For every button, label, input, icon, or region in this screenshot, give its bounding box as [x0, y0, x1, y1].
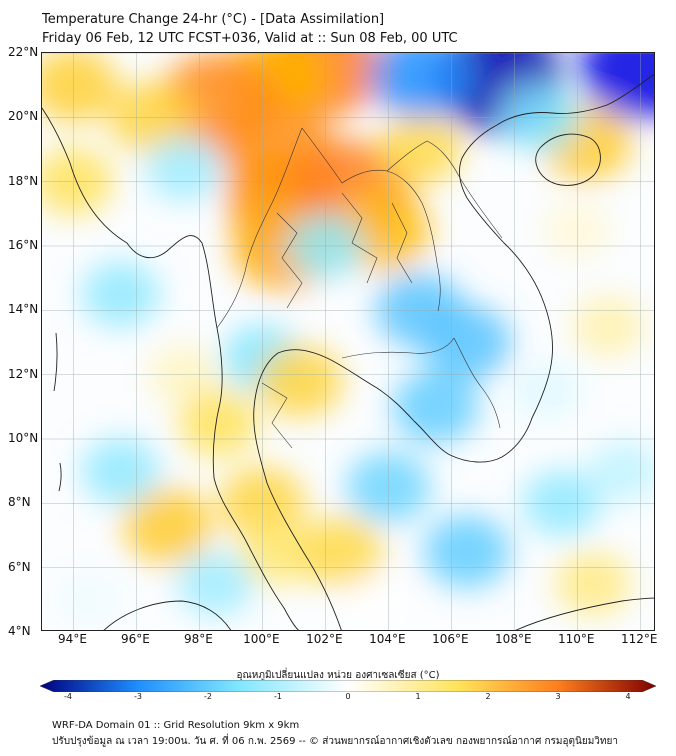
- field-blob: [178, 388, 259, 457]
- field-blob: [369, 53, 470, 119]
- lat-tick-label: 16°N: [8, 238, 39, 252]
- admin-borders: [216, 127, 503, 449]
- colorbar-tick-label: -3: [134, 692, 142, 701]
- chart-title-line1: Temperature Change 24-hr (°C) - [Data As…: [42, 12, 385, 27]
- field-blob: [239, 518, 318, 585]
- gridlines: [42, 53, 654, 630]
- lat-tick-label: 10°N: [8, 431, 39, 445]
- colorbar-gradient: [40, 680, 656, 692]
- temperature-field: [42, 53, 654, 630]
- field-blob: [340, 579, 405, 630]
- colorbar-tick-label: -4: [64, 692, 72, 701]
- coastline-indochina: [413, 124, 553, 463]
- field-blob: [81, 438, 160, 505]
- hainan-island: [535, 133, 601, 186]
- coastline-china: [496, 73, 654, 126]
- lon-tick-label: 112°E: [621, 632, 658, 646]
- map-svg: [42, 53, 654, 630]
- lon-tick-label: 102°E: [306, 632, 343, 646]
- field-blob: [423, 305, 512, 380]
- field-blob: [257, 344, 344, 418]
- lon-tick-label: 108°E: [495, 632, 532, 646]
- coastline-gulf: [253, 349, 415, 630]
- lon-tick-label: 104°E: [369, 632, 406, 646]
- lon-tick-label: 98°E: [183, 632, 213, 646]
- footer-line2: ปรับปรุงข้อมูล ณ เวลา 19:00น. วัน ศ. ที่…: [52, 736, 618, 747]
- lat-tick-label: 20°N: [8, 109, 39, 124]
- colorbar-tick-label: -2: [204, 692, 212, 701]
- field-blob: [392, 370, 479, 444]
- map-panel: [41, 52, 655, 631]
- field-blob: [145, 136, 222, 202]
- lat-tick-label: 18°N: [8, 173, 39, 188]
- lat-tick-label: 4°N: [8, 624, 31, 638]
- colorbar: [40, 680, 656, 692]
- field-blob: [56, 571, 123, 628]
- lat-tick-label: 22°N: [8, 45, 39, 59]
- field-blob: [81, 261, 160, 328]
- lon-tick-label: 100°E: [243, 632, 280, 646]
- field-blob: [299, 515, 384, 588]
- field-blob: [122, 487, 213, 565]
- field-blob: [511, 361, 580, 420]
- border-thai-laos: [301, 127, 441, 312]
- colorbar-tick-label: 1: [415, 692, 421, 701]
- lat-tick-label: 8°N: [8, 495, 31, 510]
- colorbar-tick-label: 3: [555, 692, 561, 701]
- colorbar-tick-label: 4: [625, 692, 631, 701]
- field-blob: [377, 113, 462, 186]
- lat-tick-label: 14°N: [8, 302, 39, 317]
- footer-line1: WRF-DA Domain 01 :: Grid Resolution 9km …: [52, 720, 300, 731]
- chart-title-line2: Friday 06 Feb, 12 UTC FCST+036, Valid at…: [42, 31, 458, 46]
- lon-tick-label: 110°E: [558, 632, 595, 646]
- colorbar-tick-label: -1: [274, 692, 282, 701]
- field-blob: [177, 551, 254, 617]
- provincial-lines: [261, 192, 413, 449]
- border-thai-cambodia: [341, 337, 455, 359]
- colorbar-title: อุณหภูมิเปลี่ยนแปลง หน่วย องศาเซลเซียส (…: [236, 670, 440, 681]
- field-blob: [588, 440, 654, 502]
- field-blob: [424, 515, 511, 589]
- sumatra-coast: [103, 600, 232, 630]
- lat-tick-label: 12°N: [8, 366, 39, 381]
- colorbar-tick-label: 2: [485, 692, 491, 701]
- border-thai-myanmar: [216, 127, 303, 329]
- lat-tick-label: 6°N: [8, 559, 31, 574]
- border-cambodia-vietnam: [453, 337, 501, 429]
- border-laos-vietnam: [386, 140, 503, 239]
- lon-tick-label: 94°E: [58, 632, 87, 646]
- colorbar-tick-label: 0: [345, 692, 351, 701]
- field-blob: [572, 295, 645, 358]
- field-blob: [42, 53, 118, 123]
- lon-tick-label: 96°E: [121, 632, 150, 646]
- borneo-coast: [515, 597, 654, 630]
- andaman-islands: [53, 332, 62, 492]
- lon-tick-label: 106°E: [432, 632, 469, 646]
- field-blob: [580, 53, 654, 121]
